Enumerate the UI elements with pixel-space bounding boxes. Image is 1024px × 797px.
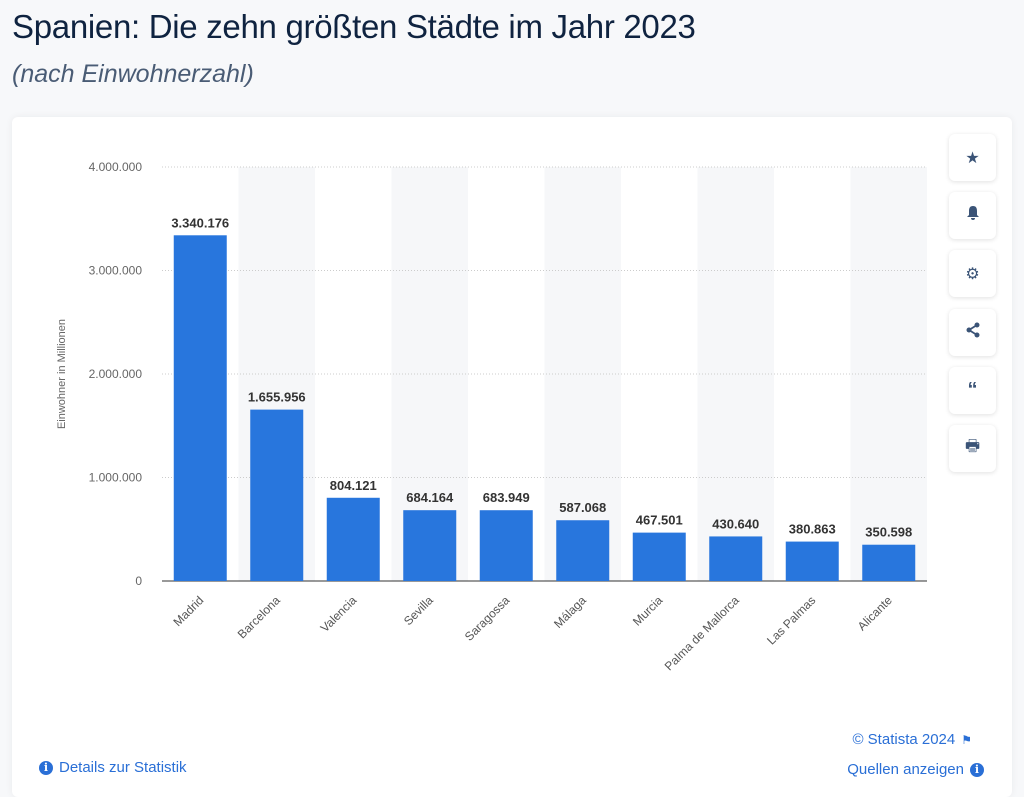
y-axis-label: Einwohner in Millionen [56,319,68,429]
page-title: Spanien: Die zehn größten Städte im Jahr… [12,8,696,45]
x-tick-label: Murcia [630,593,666,629]
bar[interactable] [250,409,304,581]
bar[interactable] [403,510,457,581]
bar[interactable] [709,536,763,581]
y-tick-label: 1.000.000 [89,471,143,485]
bar[interactable] [632,532,686,581]
star-icon: ★ [965,149,980,167]
flag-icon: ⚑ [961,732,972,747]
x-tick-label: Las Palmas [764,593,818,647]
details-link[interactable]: i Details zur Statistik [39,759,187,776]
y-tick-label: 2.000.000 [89,367,143,381]
value-label: 684.164 [406,490,454,505]
quote-icon: “ [967,379,978,401]
bar[interactable] [785,541,839,581]
print-icon: 🖶 [964,438,981,455]
bar[interactable] [326,497,380,581]
copyright-link[interactable]: © Statista 2024 ⚑ [852,731,972,748]
page-subtitle: (nach Einwohnerzahl) [12,60,254,88]
y-tick-label: 3.000.000 [89,264,143,278]
details-text: Details zur Statistik [59,759,187,776]
value-label: 3.340.176 [171,215,229,230]
sources-link[interactable]: Quellen anzeigen i [847,761,984,778]
x-tick-label: Alicante [855,593,895,633]
value-label: 467.501 [636,513,683,528]
value-label: 380.863 [789,522,836,537]
value-label: 804.121 [330,478,377,493]
bell-icon [966,205,980,226]
y-tick-label: 0 [135,574,142,588]
share-icon [965,322,981,343]
value-label: 683.949 [483,490,530,505]
value-label: 430.640 [712,516,759,531]
print-button[interactable]: 🖶 [949,425,996,472]
x-tick-label: Madrid [171,593,207,629]
bar[interactable] [173,235,227,581]
bar[interactable] [556,520,610,581]
favorite-button[interactable]: ★ [949,134,996,181]
settings-button[interactable]: ⚙ [949,250,996,297]
value-label: 587.068 [559,500,606,515]
x-tick-label: Sevilla [401,593,436,628]
info-icon: i [39,760,53,775]
x-tick-label: Barcelona [235,593,283,641]
x-tick-label: Saragossa [462,593,513,644]
x-tick-label: Valencia [318,593,360,635]
x-tick-label: Málaga [551,593,589,631]
cite-button[interactable]: “ [949,367,996,414]
bar[interactable] [862,544,916,581]
gear-icon: ⚙ [965,265,980,283]
value-label: 350.598 [865,525,912,540]
y-tick-label: 4.000.000 [89,160,143,174]
share-button[interactable] [949,309,996,356]
x-tick-label: Palma de Mallorca [662,593,742,673]
bar[interactable] [479,510,533,581]
copyright-text: © Statista 2024 [852,731,956,748]
notification-button[interactable] [949,192,996,239]
info-icon: i [970,762,984,777]
sources-text: Quellen anzeigen [847,761,964,778]
value-label: 1.655.956 [248,390,306,405]
